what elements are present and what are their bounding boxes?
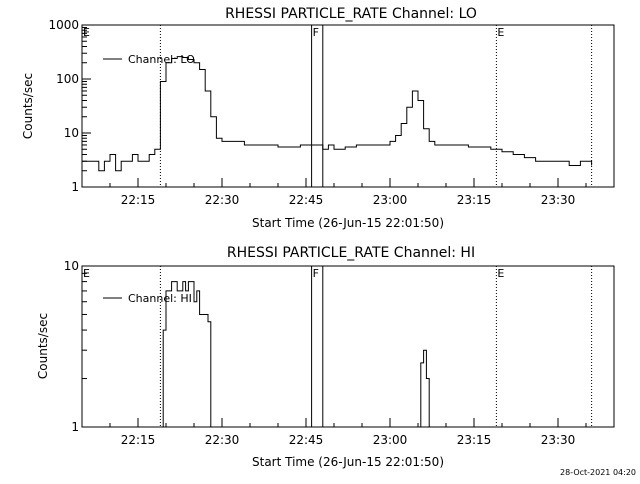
x-axis-label-hi: Start Time (26-Jun-15 22:01:50) (252, 455, 444, 469)
marker-label-hi-2: F (313, 267, 319, 280)
xtick-label-lo-1: 22:30 (205, 193, 240, 207)
xtick-label-lo-0: 22:15 (121, 193, 156, 207)
y-axis-label-lo: Counts/sec (21, 73, 35, 139)
series-line-hi-0-0 (160, 281, 212, 428)
plot-frame-hi (81, 265, 615, 428)
series-line-hi-0-1 (418, 349, 430, 428)
xtick-label-hi-3: 23:00 (373, 433, 408, 447)
legend-lo: Channel: LO (103, 53, 195, 66)
panel-lo: RHESSI PARTICLE_RATE Channel: LO E F E 1 10… (21, 6, 615, 230)
ytick-label-hi-0: 1 (71, 420, 79, 434)
marker-label-lo-2: F (313, 26, 319, 39)
chart-title-hi: RHESSI PARTICLE_RATE Channel: HI (227, 245, 475, 261)
xtick-label-lo-2: 22:45 (289, 193, 324, 207)
marker-label-lo-4: E (497, 26, 504, 39)
ytick-label-lo-0: 1 (71, 180, 79, 194)
xtick-label-lo-5: 23:30 (541, 193, 576, 207)
ytick-label-hi-1: 10 (64, 259, 79, 273)
ytick-label-lo-3: 1000 (48, 18, 79, 32)
y-axis-label-hi: Counts/sec (36, 313, 50, 379)
legend-label-lo: Channel: LO (128, 53, 195, 66)
xtick-label-hi-5: 23:30 (541, 433, 576, 447)
marker-label-lo-0: E (83, 26, 90, 39)
xtick-label-hi-4: 23:15 (457, 433, 492, 447)
x-axis-label-lo: Start Time (26-Jun-15 22:01:50) (252, 216, 444, 230)
legend-label-hi: Channel: HI (128, 292, 192, 305)
timestamp: 28-Oct-2021 04:20 (560, 468, 636, 477)
marker-label-hi-4: E (497, 267, 504, 280)
plot-frame-lo (81, 24, 615, 188)
xtick-label-hi-2: 22:45 (289, 433, 324, 447)
series-line-lo-0-0 (82, 56, 593, 172)
xtick-label-hi-1: 22:30 (205, 433, 240, 447)
ytick-label-lo-2: 100 (56, 72, 79, 86)
legend-hi: Channel: HI (103, 292, 192, 305)
ytick-label-lo-1: 10 (64, 126, 79, 140)
chart-title-lo: RHESSI PARTICLE_RATE Channel: LO (225, 6, 477, 22)
xtick-label-lo-4: 23:15 (457, 193, 492, 207)
xtick-label-hi-0: 22:15 (121, 433, 156, 447)
xtick-label-lo-3: 23:00 (373, 193, 408, 207)
